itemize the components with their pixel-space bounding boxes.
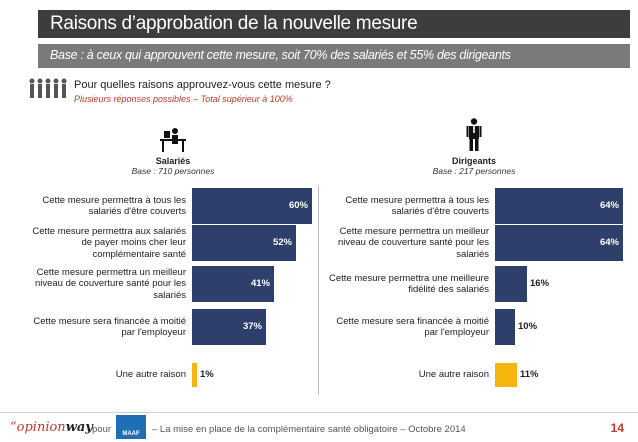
category-label-salaries-3: Cette mesure sera financée à moitié par … bbox=[33, 315, 186, 339]
bar-dirigeants-3 bbox=[495, 309, 515, 345]
data-label-dirigeants-4: 11% bbox=[520, 369, 539, 380]
maaf-logo: MAAF bbox=[116, 415, 146, 439]
data-label-salaries-2: 41% bbox=[250, 278, 270, 289]
data-label-dirigeants-2: 16% bbox=[530, 278, 550, 289]
employee-desk-icon bbox=[160, 128, 186, 152]
brand-open: “opinion bbox=[10, 420, 66, 435]
opinionway-logo: “opinionway bbox=[10, 420, 93, 435]
question-note: Plusieurs réponses possibles – Total sup… bbox=[74, 94, 293, 104]
data-label-salaries-4: 1% bbox=[200, 369, 214, 380]
data-label-salaries-3: 37% bbox=[242, 321, 262, 332]
group-base-salaries: Base : 710 personnes bbox=[131, 166, 215, 176]
subtitle-bar: Base : à ceux qui approuvent cette mesur… bbox=[38, 44, 630, 68]
category-label-salaries-4: Une autre raison bbox=[115, 369, 186, 381]
bar-dirigeants-1 bbox=[495, 225, 623, 261]
data-label-salaries-1: 52% bbox=[272, 237, 292, 248]
bar-dirigeants-2 bbox=[495, 266, 527, 302]
category-label-salaries-0: Cette mesure permettra à tous les salari… bbox=[42, 194, 186, 218]
category-label-salaries-2: Cette mesure permettra un meilleur nivea… bbox=[34, 266, 186, 301]
title-bar: Raisons d’approbation de la nouvelle mes… bbox=[38, 10, 630, 38]
bar-salaries-0 bbox=[192, 188, 312, 224]
group-label-dirigeants: Dirigeants bbox=[451, 156, 496, 166]
bar-salaries-1 bbox=[192, 225, 296, 261]
data-label-dirigeants-0: 64% bbox=[599, 200, 619, 211]
data-label-dirigeants-3: 10% bbox=[518, 321, 538, 332]
brand-bold: way bbox=[65, 420, 93, 435]
category-label-dirigeants-2: Cette mesure permettra une meilleure fid… bbox=[329, 272, 489, 296]
bar-salaries-4 bbox=[192, 363, 197, 387]
page-title: Raisons d’approbation de la nouvelle mes… bbox=[50, 13, 418, 34]
category-label-dirigeants-1: Cette mesure permettra un meilleur nivea… bbox=[337, 225, 489, 260]
executive-icon bbox=[466, 118, 482, 151]
people-group-icon bbox=[29, 78, 67, 98]
data-label-salaries-0: 60% bbox=[288, 200, 308, 211]
chart-divider bbox=[318, 185, 319, 395]
group-label-salaries: Salariés bbox=[155, 156, 191, 166]
bar-salaries-2 bbox=[192, 266, 274, 302]
category-label-salaries-1: Cette mesure permettra aux salariés de p… bbox=[32, 225, 186, 260]
footer-text: – La mise en place de la complémentaire … bbox=[152, 424, 466, 435]
bar-salaries-3 bbox=[192, 309, 266, 345]
category-label-dirigeants-4: Une autre raison bbox=[418, 369, 489, 381]
footer-pour: pour bbox=[92, 424, 112, 435]
group-base-dirigeants: Base : 217 personnes bbox=[432, 166, 516, 176]
bar-dirigeants-0 bbox=[495, 188, 623, 224]
category-label-dirigeants-3: Cette mesure sera financée à moitié par … bbox=[336, 315, 489, 339]
footer-divider bbox=[0, 412, 638, 413]
page-subtitle: Base : à ceux qui approuvent cette mesur… bbox=[50, 48, 511, 62]
page-number: 14 bbox=[610, 421, 624, 435]
maaf-logo-text: MAAF bbox=[122, 431, 140, 437]
category-label-dirigeants-0: Cette mesure permettra à tous les salari… bbox=[345, 194, 489, 218]
data-label-dirigeants-1: 64% bbox=[599, 237, 619, 248]
bar-dirigeants-4 bbox=[495, 363, 517, 387]
question-text: Pour quelles raisons approuvez-vous cett… bbox=[74, 79, 331, 91]
